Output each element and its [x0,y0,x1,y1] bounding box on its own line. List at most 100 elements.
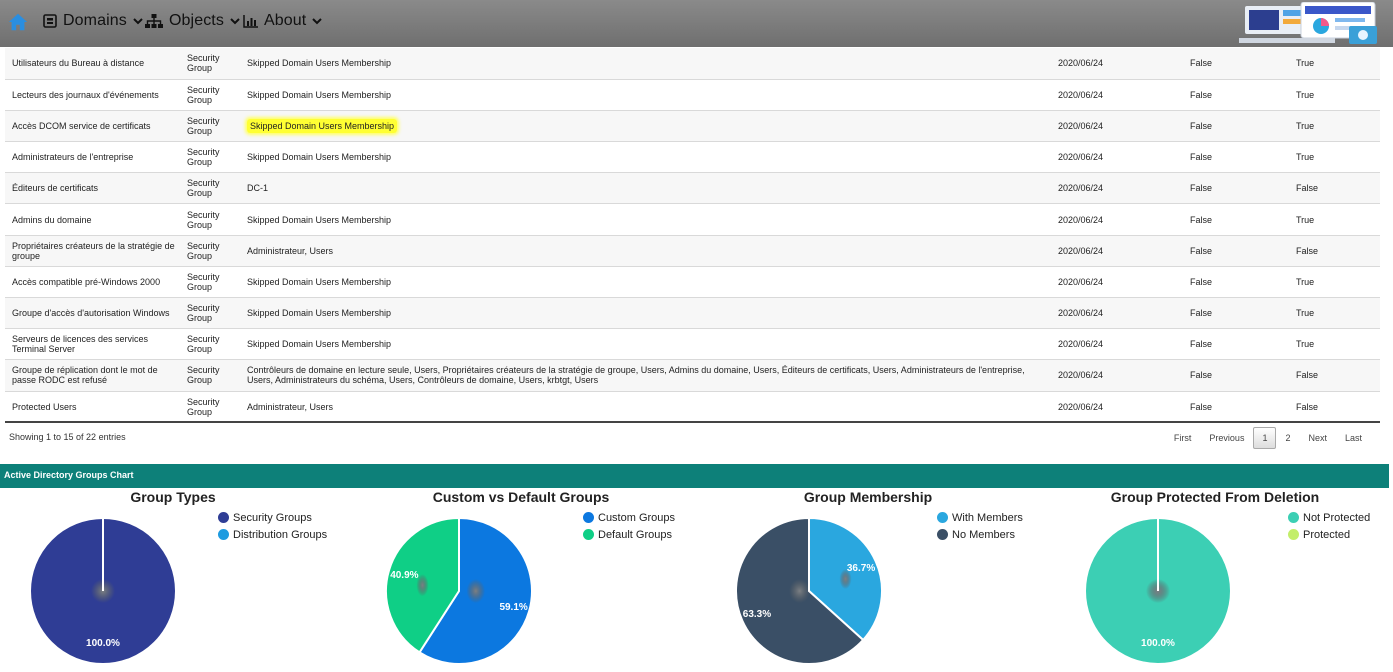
group-type-cell-text: Security Group [187,271,220,292]
group-flag2-cell-text: True [1296,276,1315,287]
legend-item[interactable]: Not Protected [1288,509,1370,526]
group-flag1-cell: False [1183,173,1289,204]
group-members-cell-text: Skipped Domain Users Membership [247,89,392,100]
table-row[interactable]: Groupe d'accès d'autorisation Windows Sec… [5,297,1380,329]
group-members-cell-text: Skipped Domain Users Membership [247,58,392,69]
table-row[interactable]: Propriétaires créateurs de la stratégie … [5,235,1380,267]
group-members-cell: Skipped Domain Users Membership [240,79,1051,110]
table-row[interactable]: Utilisateurs du Bureau à distance Securit… [5,48,1380,80]
legend-item[interactable]: Distribution Groups [218,526,327,543]
legend-label: Default Groups [598,528,672,541]
chart-panel-divider [0,486,1389,488]
pagination-last[interactable]: Last [1344,433,1362,443]
group-flag2-cell-text: True [1296,120,1315,131]
group-type-cell-text: Security Group [187,303,220,324]
about-menu[interactable]: About [243,12,323,30]
group-flag1-cell-text: False [1190,370,1213,381]
pie-slice[interactable] [418,516,533,665]
pie-slice[interactable] [735,516,865,665]
legend-item[interactable]: Default Groups [583,526,675,543]
pie-slice[interactable] [385,516,460,654]
group-type-cell-text: Security Group [187,178,220,199]
table-row[interactable]: Accès DCOM service de certificats Securit… [5,110,1380,142]
group-date-cell: 2020/06/24 [1051,173,1183,204]
group-name-cell-text: Utilisateurs du Bureau à distance [12,58,145,69]
objects-menu[interactable]: Objects [145,12,240,30]
chart-title: Group Membership [803,489,933,505]
group-flag2-cell-text: True [1296,214,1315,225]
pagination-next[interactable]: Next [1308,433,1327,443]
pagination-page-1[interactable]: 1 [1253,427,1277,449]
legend-dot-icon [583,512,594,523]
group-date-cell-text: 2020/06/24 [1058,152,1104,163]
legend-label: Protected [1303,528,1351,541]
group-flag2-cell: True [1289,329,1380,360]
table-row[interactable]: Éditeurs de certificats Security Group DC-… [5,172,1380,204]
legend-item[interactable]: With Members [937,509,1023,526]
group-type-cell-text: Security Group [187,209,220,230]
group-members-cell-text: Skipped Domain Users Membership [247,118,398,133]
legend-dot-icon [937,512,948,523]
group-flag2-cell: False [1289,173,1380,204]
table-row[interactable]: Serveurs de licences des services Termin… [5,329,1380,360]
pie-slice[interactable] [808,516,883,642]
legend-label: No Members [952,528,1015,541]
group-type-cell: Security Group [180,329,240,360]
pagination-page-2[interactable]: 2 [1285,433,1291,443]
domains-menu[interactable]: Domains [43,12,143,30]
group-type-cell: Security Group [180,79,240,110]
group-date-cell-text: 2020/06/24 [1058,401,1104,412]
group-flag1-cell: False [1183,298,1289,329]
group-date-cell: 2020/06/24 [1051,110,1183,141]
pie-chart: 100.0% [29,517,177,665]
group-members-cell: Skipped Domain Users Membership [240,329,1051,360]
chevron-down-icon [312,18,323,25]
group-flag1-cell-text: False [1190,214,1213,225]
legend-item[interactable]: No Members [937,526,1023,543]
group-members-cell-text: Skipped Domain Users Membership [247,339,392,350]
group-date-cell-text: 2020/06/24 [1058,183,1104,194]
legend-item[interactable]: Security Groups [218,509,327,526]
group-flag2-cell: True [1289,204,1380,235]
table-row[interactable]: Administrateurs de l'entreprise Security … [5,142,1380,173]
legend-dot-icon [218,512,229,523]
group-flag2-cell: True [1289,48,1380,79]
group-date-cell-text: 2020/06/24 [1058,276,1104,287]
table-row[interactable]: Admins du domaine Security Group Skipped D… [5,204,1380,236]
table-row[interactable]: Accès compatible pré-Windows 2000 Securit… [5,266,1380,298]
group-name-cell: Serveurs de licences des services Termin… [5,329,180,360]
pie-slice-label: 100.0% [86,638,120,649]
sitemap-icon [145,14,163,28]
group-date-cell-text: 2020/06/24 [1058,370,1104,381]
group-name-cell: Éditeurs de certificats [5,173,180,204]
group-members-cell-text: Skipped Domain Users Membership [247,308,392,319]
group-members-cell-text: Contrôleurs de domaine en lecture seule,… [247,365,1025,386]
legend-dot-icon [937,529,948,540]
legend-item[interactable]: Protected [1288,526,1370,543]
table-row[interactable]: Protected Users Security Group Administrat… [5,391,1380,423]
group-name-cell-text: Serveurs de licences des services Termin… [12,334,149,355]
group-members-cell: Skipped Domain Users Membership [240,142,1051,173]
group-date-cell-text: 2020/06/24 [1058,308,1104,319]
group-flag2-cell: True [1289,79,1380,110]
group-flag2-cell: False [1289,360,1380,391]
table-row[interactable]: Groupe de réplication dont le mot de pas… [5,359,1380,392]
pie-slice-label: 36.7% [847,563,875,574]
pagination-first[interactable]: First [1173,433,1192,443]
group-flag1-cell: False [1183,360,1289,391]
legend-item[interactable]: Custom Groups [583,509,675,526]
group-name-cell-text: Admins du domaine [12,214,92,225]
group-date-cell: 2020/06/24 [1051,298,1183,329]
group-flag2-cell: False [1289,235,1380,266]
legend-dot-icon [218,529,229,540]
group-date-cell-text: 2020/06/24 [1058,89,1104,100]
group-type-cell: Security Group [180,266,240,297]
group-flag1-cell-text: False [1190,308,1213,319]
home-icon[interactable] [7,11,29,33]
table-row[interactable]: Lecteurs des journaux d'événements Securi… [5,79,1380,111]
group-flag1-cell: False [1183,142,1289,173]
pagination-previous[interactable]: Previous [1209,433,1245,443]
group-flag1-cell-text: False [1190,276,1213,287]
group-date-cell-text: 2020/06/24 [1058,58,1104,69]
chart-legend: With Members No Members [937,509,1023,543]
